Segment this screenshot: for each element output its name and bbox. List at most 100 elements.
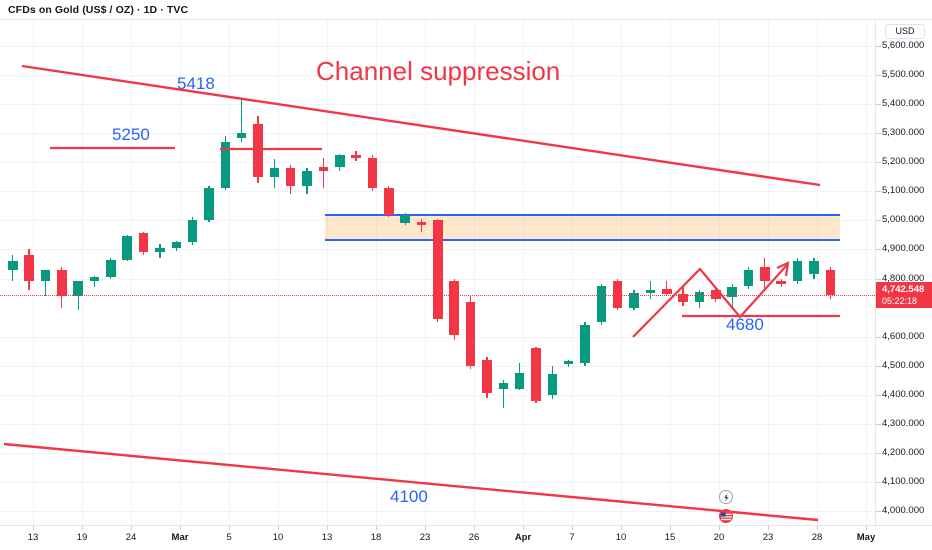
candle-body[interactable] <box>40 269 51 282</box>
candle-body[interactable] <box>563 361 574 365</box>
time-axis-tick: 7 <box>569 532 575 543</box>
candle-body[interactable] <box>384 188 394 215</box>
candle-body[interactable] <box>318 166 329 171</box>
time-axis-tick: 13 <box>321 532 333 543</box>
candle-body[interactable] <box>498 383 508 389</box>
candle-body[interactable] <box>465 301 476 366</box>
currency-badge[interactable]: USD <box>885 24 925 39</box>
upper-channel-trendline[interactable] <box>21 64 821 187</box>
candle-body[interactable] <box>367 157 378 189</box>
gridline-horizontal <box>0 133 875 135</box>
candle-body[interactable] <box>24 255 34 282</box>
candle-body[interactable] <box>236 133 247 138</box>
candle-wick <box>420 218 423 232</box>
gridline-vertical <box>425 20 426 525</box>
candle-body[interactable] <box>155 247 165 253</box>
candle-body[interactable] <box>400 214 410 224</box>
gridline-horizontal <box>0 162 875 164</box>
candle-body[interactable] <box>531 348 541 401</box>
price-axis-tick: 5,300.000 <box>882 127 925 139</box>
supply-zone-bottom-edge[interactable] <box>325 239 840 241</box>
candle-body[interactable] <box>351 154 361 158</box>
price-axis-tick-dash <box>876 220 881 222</box>
label-4680[interactable]: 4680 <box>726 315 764 334</box>
candle-body[interactable] <box>711 290 721 299</box>
price-axis-tick: 5,500.000 <box>882 69 925 81</box>
gridline-vertical <box>621 20 622 525</box>
channel-suppression-note[interactable]: Channel suppression <box>316 56 561 86</box>
candle-body[interactable] <box>187 220 198 243</box>
candle-body[interactable] <box>792 261 803 282</box>
candle-body[interactable] <box>678 294 688 302</box>
candle-body[interactable] <box>645 290 656 294</box>
price-axis-tick-dash <box>876 278 881 280</box>
candle-body[interactable] <box>106 259 116 278</box>
us-flag-icon[interactable] <box>719 509 733 523</box>
candle-body[interactable] <box>433 220 443 320</box>
candle-body[interactable] <box>57 269 67 296</box>
candle-body[interactable] <box>727 287 737 298</box>
label-4100[interactable]: 4100 <box>390 487 428 506</box>
candle-body[interactable] <box>825 269 835 296</box>
lightning-bolt-icon[interactable] <box>719 490 733 504</box>
supply-zone-top-edge[interactable] <box>325 214 840 216</box>
candle-body[interactable] <box>122 236 132 260</box>
gridline-vertical <box>180 20 181 525</box>
candle-body[interactable] <box>514 372 525 389</box>
time-axis-tick: 18 <box>370 532 382 543</box>
candle-body[interactable] <box>612 281 623 308</box>
candle-wick <box>322 157 325 189</box>
candle-body[interactable] <box>596 285 607 323</box>
candle-wick <box>93 275 96 288</box>
gridline-vertical <box>278 20 279 525</box>
price-axis-tick-dash <box>876 104 881 106</box>
time-axis-tick-dash <box>229 526 230 530</box>
candle-body[interactable] <box>204 188 214 221</box>
candle-body[interactable] <box>449 281 459 336</box>
candle-body[interactable] <box>809 261 819 275</box>
candle-body[interactable] <box>760 266 770 282</box>
candle-body[interactable] <box>220 141 231 189</box>
candle-body[interactable] <box>694 291 705 302</box>
price-axis-tick: 4,200.000 <box>882 446 925 458</box>
candle-body[interactable] <box>171 242 181 248</box>
price-axis-tick: 5,200.000 <box>882 156 925 168</box>
candle-body[interactable] <box>482 359 492 394</box>
forecast-zigzag-path[interactable] <box>632 264 788 338</box>
time-axis-tick-dash <box>621 526 622 530</box>
candle-body[interactable] <box>138 233 149 253</box>
chart-pane[interactable]: Channel suppression 5418 5250 4680 4100 <box>0 20 875 525</box>
price-axis-tick: 5,600.000 <box>882 40 925 51</box>
candle-body[interactable] <box>253 124 263 177</box>
price-scale[interactable]: USD 4,742.548 05:22:18 5,600.000 5,500.00… <box>875 20 932 525</box>
candle-body[interactable] <box>662 288 672 295</box>
candle-body[interactable] <box>8 261 18 270</box>
time-axis-tick: 13 <box>27 532 39 543</box>
candle-body[interactable] <box>285 168 296 186</box>
time-axis-tick-dash <box>425 526 426 530</box>
gridline-vertical <box>131 20 132 525</box>
candle-body[interactable] <box>269 168 280 177</box>
candle-body[interactable] <box>335 154 345 167</box>
supply-zone-rect[interactable] <box>325 215 840 240</box>
candle-body[interactable] <box>302 170 312 186</box>
candle-body[interactable] <box>629 293 639 308</box>
symbol-title[interactable]: CFDs on Gold (US$ / OZ) · 1D · TVC <box>8 4 189 16</box>
gridline-vertical <box>474 20 475 525</box>
candle-body[interactable] <box>776 281 786 285</box>
candle-body[interactable] <box>580 325 590 363</box>
price-axis-tick: 4,900.000 <box>882 243 925 255</box>
lower-channel-trendline[interactable] <box>3 442 819 522</box>
candlestick-series[interactable] <box>0 20 875 525</box>
last-price-badge[interactable]: 4,742.548 05:22:18 <box>876 282 932 309</box>
candle-body[interactable] <box>89 277 100 282</box>
label-5250[interactable]: 5250 <box>112 125 150 144</box>
candle-body[interactable] <box>416 221 427 225</box>
candle-body[interactable] <box>547 374 558 395</box>
last-price-line <box>0 295 875 297</box>
candle-body[interactable] <box>743 269 754 286</box>
label-5418[interactable]: 5418 <box>177 74 215 93</box>
time-scale[interactable]: 13 19 24 Mar 5 10 13 18 23 26 Apr 7 10 15 20 23 28 May <box>0 525 932 550</box>
price-axis-tick: 5,400.000 <box>882 98 925 110</box>
candle-body[interactable] <box>73 281 83 296</box>
